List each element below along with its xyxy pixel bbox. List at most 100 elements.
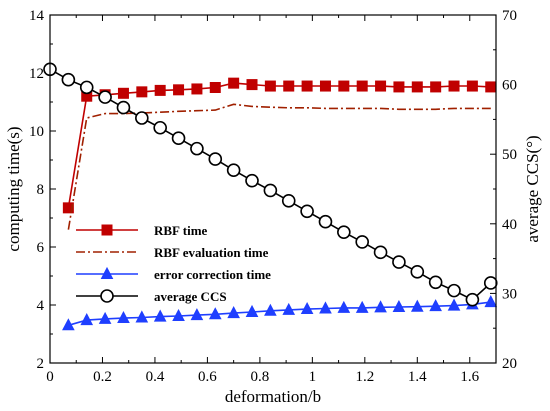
y-tick-label: 6 [37, 240, 45, 256]
data-point [135, 111, 149, 125]
legend-item: average CCS [76, 289, 227, 304]
data-point [374, 300, 387, 313]
data-point [282, 302, 296, 315]
data-point [245, 173, 259, 188]
legend-label: average CCS [154, 289, 227, 304]
x-tick-label: 1.4 [408, 369, 427, 385]
data-point [117, 87, 129, 99]
axis-ticks [49, 14, 497, 364]
data-point [485, 81, 497, 93]
data-point [209, 82, 221, 93]
series-line [67, 103, 491, 230]
y2-axis-title: average CCS(°) [523, 135, 542, 242]
x-tick-label: 1.2 [355, 369, 374, 385]
y2-tick-label: 50 [502, 147, 517, 163]
data-point [227, 306, 240, 319]
x-tick-label: 0.4 [146, 369, 165, 385]
x-tick-label: 0.2 [93, 369, 112, 385]
data-point [393, 81, 405, 93]
legend-item: RBF time [76, 223, 208, 238]
data-point [80, 313, 94, 326]
y2-tick-label: 40 [502, 217, 517, 233]
y-tick-label: 14 [29, 8, 45, 24]
data-point [173, 84, 185, 96]
data-point [226, 163, 241, 178]
data-point [429, 299, 442, 312]
legend-marker [100, 289, 114, 303]
data-point [264, 303, 277, 316]
series-line [68, 301, 491, 327]
data-point [190, 141, 204, 156]
legend: RBF time RBF evaluation time error correct… [76, 223, 271, 304]
data-point [356, 80, 368, 92]
data-point [484, 295, 498, 308]
legend-label: RBF evaluation time [154, 245, 269, 260]
legend-label: error correction time [154, 267, 271, 282]
data-point [208, 152, 223, 166]
series-layer [43, 62, 498, 331]
x-axis-title: deformation/b [225, 387, 321, 406]
data-point [246, 79, 258, 91]
data-point [263, 183, 278, 198]
data-point [171, 131, 186, 145]
y-tick-label: 2 [37, 356, 45, 372]
data-point [300, 301, 314, 315]
legend-marker [101, 224, 113, 236]
data-point [281, 194, 296, 208]
data-point [264, 80, 276, 92]
data-point [116, 100, 131, 115]
data-point [337, 225, 351, 239]
data-point [191, 83, 203, 95]
data-point [135, 310, 149, 323]
series-average-ccs [43, 62, 498, 307]
y-tick-label: 10 [29, 124, 44, 140]
data-point [466, 80, 478, 92]
data-point [337, 300, 351, 313]
x-tick-label: 0.8 [251, 369, 270, 385]
series-rbf-time [62, 77, 497, 214]
data-point [62, 318, 75, 331]
data-point [300, 204, 314, 219]
tick-labels: 0 0.2 0.4 0.6 0.8 1 1.2 1.4 1.6 2 4 6 8 10 12 14 20 30 40 5… [29, 8, 517, 385]
data-point [228, 77, 240, 89]
y2-tick-label: 70 [502, 8, 517, 24]
data-point [208, 307, 222, 320]
data-point [79, 80, 94, 95]
data-point [153, 120, 167, 135]
data-point [375, 80, 387, 92]
data-point [190, 308, 204, 321]
y-tick-label: 4 [37, 298, 45, 314]
y2-tick-label: 20 [502, 356, 517, 372]
data-point [465, 292, 480, 307]
series-rbf-evaluation-time [67, 103, 491, 230]
y-tick-label: 12 [29, 66, 44, 82]
data-point [392, 299, 406, 313]
data-point [319, 80, 331, 92]
data-point [117, 310, 130, 324]
data-point [428, 275, 443, 290]
data-point [98, 90, 112, 104]
data-point [319, 301, 332, 314]
data-point [318, 214, 333, 229]
data-point [153, 309, 167, 322]
y2-tick-label: 30 [502, 286, 517, 302]
series-error-correction-time [62, 295, 498, 331]
data-point [373, 245, 388, 260]
data-point [338, 80, 350, 92]
legend-label: RBF time [154, 223, 208, 238]
data-point [283, 80, 295, 92]
data-point [154, 84, 166, 96]
data-point [355, 300, 369, 313]
data-point [447, 283, 461, 298]
data-point [301, 80, 313, 92]
data-point [245, 304, 259, 317]
x-tick-label: 0 [46, 369, 54, 385]
data-point [172, 308, 185, 322]
plot-frame [49, 14, 497, 364]
data-point [136, 86, 148, 98]
x-tick-label: 0.6 [198, 369, 217, 385]
data-point [410, 299, 424, 312]
y-tick-label: 8 [37, 182, 45, 198]
data-point [98, 311, 112, 324]
